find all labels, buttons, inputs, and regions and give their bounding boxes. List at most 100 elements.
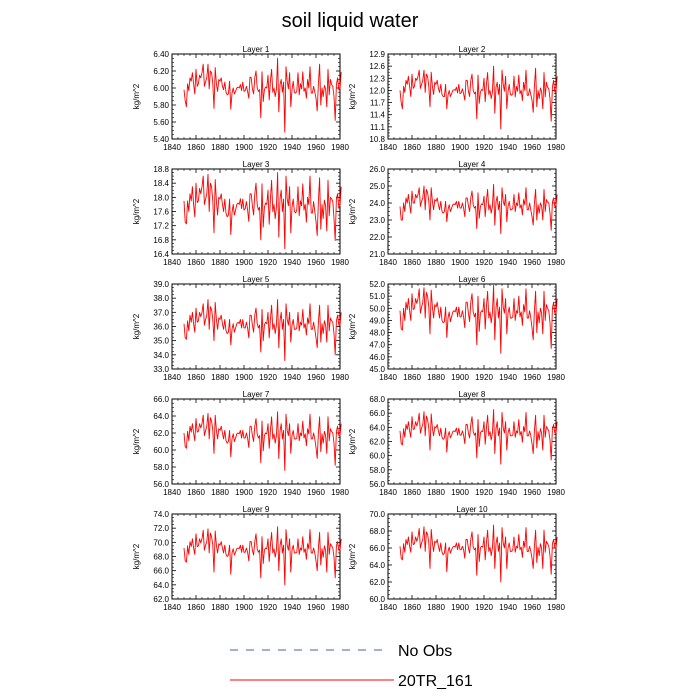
x-tick-label: 1860 bbox=[187, 143, 205, 152]
y-tick-label: 12.6 bbox=[369, 62, 385, 71]
x-tick-label: 1940 bbox=[499, 603, 517, 612]
x-tick-label: 1960 bbox=[523, 143, 541, 152]
x-tick-label: 1840 bbox=[163, 143, 181, 152]
series-line bbox=[183, 411, 342, 471]
panels: Layer 1 1840 1860 1880 1900 1920 1940 1960 1980 5… bbox=[132, 45, 565, 612]
y-tick-label: 18.0 bbox=[153, 193, 169, 202]
y-axis-label: kg/m^2 bbox=[348, 543, 357, 569]
y-tick-label: 64.0 bbox=[153, 412, 169, 421]
y-tick-label: 12.0 bbox=[369, 86, 385, 95]
series-line bbox=[399, 65, 558, 130]
y-tick-label: 17.2 bbox=[153, 222, 169, 231]
x-tick-label: 1980 bbox=[547, 258, 565, 267]
y-tick-label: 6.40 bbox=[153, 50, 169, 59]
y-tick-label: 60.0 bbox=[153, 446, 169, 455]
panel-layer-5: Layer 5 1840 1860 1880 1900 1920 1940 1960 1980 3… bbox=[132, 275, 349, 382]
x-tick-label: 1920 bbox=[475, 373, 493, 382]
y-tick-label: 36.0 bbox=[153, 323, 169, 332]
plot-frame bbox=[387, 513, 557, 600]
series-line bbox=[399, 284, 558, 354]
x-tick-label: 1980 bbox=[331, 603, 349, 612]
figure-title: soil liquid water bbox=[282, 10, 419, 32]
y-tick-label: 6.00 bbox=[153, 84, 169, 93]
x-tick-label: 1900 bbox=[235, 258, 253, 267]
x-tick-label: 1840 bbox=[379, 258, 397, 267]
panel-title: Layer 6 bbox=[459, 275, 486, 284]
y-tick-label: 39.0 bbox=[153, 280, 169, 289]
series-line bbox=[183, 299, 342, 361]
panel-title: Layer 2 bbox=[459, 45, 486, 54]
y-tick-label: 47.0 bbox=[369, 341, 385, 350]
y-tick-label: 64.0 bbox=[153, 581, 169, 590]
y-tick-label: 56.0 bbox=[369, 480, 385, 489]
x-tick-label: 1960 bbox=[523, 488, 541, 497]
y-tick-label: 11.4 bbox=[370, 111, 386, 120]
x-tick-label: 1920 bbox=[475, 603, 493, 612]
y-axis-label: kg/m^2 bbox=[132, 198, 141, 224]
y-tick-label: 23.0 bbox=[369, 216, 385, 225]
x-tick-label: 1980 bbox=[547, 373, 565, 382]
x-tick-label: 1880 bbox=[427, 603, 445, 612]
panel-title: Layer 4 bbox=[459, 160, 486, 169]
x-tick-label: 1940 bbox=[499, 488, 517, 497]
x-tick-label: 1980 bbox=[331, 258, 349, 267]
panel-layer-6: Layer 6 1840 1860 1880 1900 1920 1940 1960 1980 4… bbox=[348, 275, 565, 382]
x-tick-label: 1880 bbox=[211, 143, 229, 152]
y-tick-label: 62.0 bbox=[153, 429, 169, 438]
x-tick-label: 1960 bbox=[523, 258, 541, 267]
legend: No Obs 20TR_161 bbox=[230, 643, 473, 690]
y-tick-label: 66.0 bbox=[369, 409, 385, 418]
y-tick-label: 56.0 bbox=[153, 480, 169, 489]
y-tick-label: 35.0 bbox=[153, 337, 169, 346]
y-tick-label: 68.0 bbox=[153, 553, 169, 562]
y-tick-label: 5.80 bbox=[153, 101, 169, 110]
panel-title: Layer 7 bbox=[243, 390, 270, 399]
x-tick-label: 1960 bbox=[307, 488, 325, 497]
x-tick-label: 1840 bbox=[379, 603, 397, 612]
panel-layer-10: Layer 10 1840 1860 1880 1900 1920 1940 1960 1980… bbox=[348, 505, 565, 612]
plot-frame bbox=[171, 283, 341, 370]
series-line bbox=[183, 57, 342, 133]
y-tick-label: 62.0 bbox=[153, 595, 169, 604]
x-tick-label: 1860 bbox=[403, 258, 421, 267]
x-tick-label: 1840 bbox=[163, 488, 181, 497]
plot-frame bbox=[171, 513, 341, 600]
x-tick-label: 1840 bbox=[163, 373, 181, 382]
x-tick-label: 1920 bbox=[259, 488, 277, 497]
y-axis-label: kg/m^2 bbox=[348, 83, 357, 109]
y-axis-label: kg/m^2 bbox=[132, 543, 141, 569]
y-tick-label: 50.0 bbox=[369, 304, 385, 313]
x-tick-label: 1960 bbox=[307, 143, 325, 152]
x-tick-label: 1920 bbox=[259, 258, 277, 267]
x-tick-label: 1840 bbox=[379, 373, 397, 382]
legend-label-no-obs: No Obs bbox=[398, 643, 452, 660]
y-axis-label: kg/m^2 bbox=[348, 428, 357, 454]
x-tick-label: 1940 bbox=[283, 603, 301, 612]
y-tick-label: 26.0 bbox=[369, 165, 385, 174]
y-axis-label: kg/m^2 bbox=[132, 313, 141, 339]
x-tick-label: 1920 bbox=[259, 373, 277, 382]
x-tick-label: 1960 bbox=[523, 603, 541, 612]
x-tick-label: 1960 bbox=[307, 373, 325, 382]
x-tick-label: 1900 bbox=[451, 143, 469, 152]
y-tick-label: 25.0 bbox=[369, 182, 385, 191]
y-tick-label: 64.0 bbox=[369, 561, 385, 570]
y-tick-label: 66.0 bbox=[153, 395, 169, 404]
y-axis-label: kg/m^2 bbox=[132, 428, 141, 454]
y-tick-label: 62.0 bbox=[369, 578, 385, 587]
x-tick-label: 1880 bbox=[427, 143, 445, 152]
x-tick-label: 1940 bbox=[499, 258, 517, 267]
x-tick-label: 1880 bbox=[427, 373, 445, 382]
x-tick-label: 1900 bbox=[451, 603, 469, 612]
panel-layer-1: Layer 1 1840 1860 1880 1900 1920 1940 1960 1980 5… bbox=[132, 45, 349, 152]
legend-label-20tr161: 20TR_161 bbox=[398, 673, 473, 690]
x-tick-label: 1900 bbox=[235, 488, 253, 497]
y-tick-label: 16.4 bbox=[153, 250, 169, 259]
panel-title: Layer 10 bbox=[456, 505, 488, 514]
plot-frame bbox=[387, 398, 557, 485]
x-tick-label: 1940 bbox=[283, 373, 301, 382]
y-tick-label: 51.0 bbox=[369, 292, 385, 301]
x-tick-label: 1980 bbox=[547, 603, 565, 612]
panel-layer-9: Layer 9 1840 1860 1880 1900 1920 1940 1960 1980 6… bbox=[132, 505, 349, 612]
